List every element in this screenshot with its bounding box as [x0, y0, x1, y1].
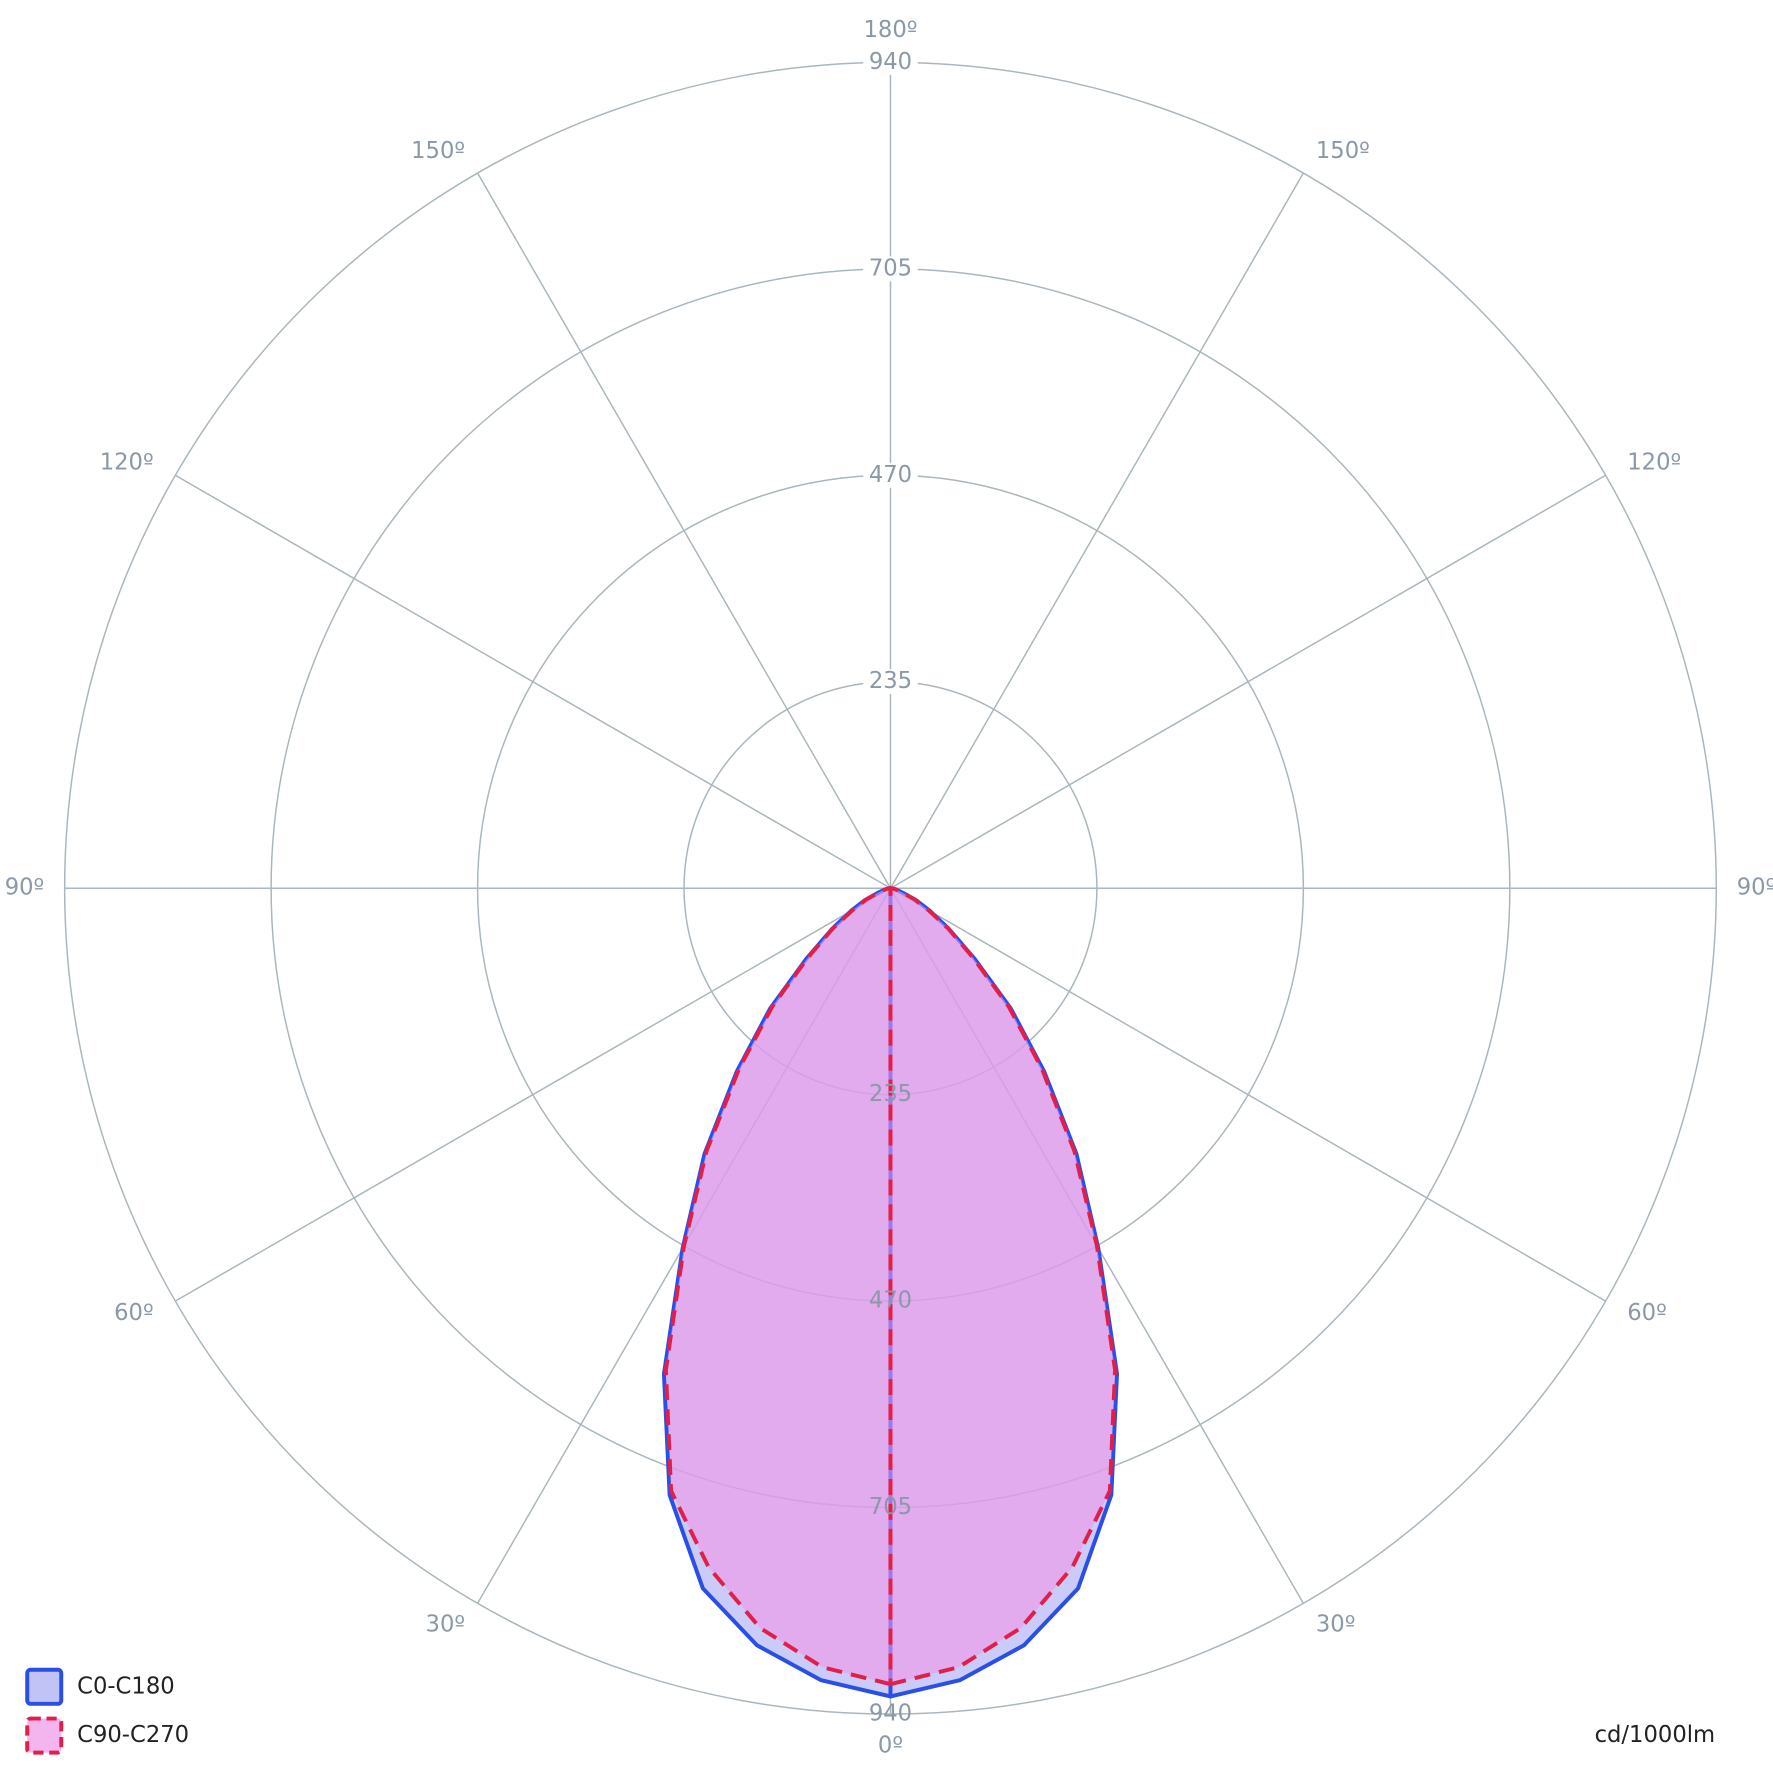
radial-tick-label: 705 — [869, 1494, 912, 1520]
angle-label: 60º — [1627, 1300, 1667, 1326]
spoke — [890, 887, 1607, 1302]
angle-label: 30º — [426, 1611, 466, 1637]
radial-tick-label: 705 — [869, 255, 912, 281]
spoke — [174, 887, 891, 1302]
spoke — [889, 172, 1305, 889]
tick-label-bg — [863, 49, 918, 75]
tick-label-bg — [863, 462, 918, 488]
series — [663, 886, 1118, 1687]
radial-tick-label: 470 — [869, 1288, 912, 1314]
radial-tick-label: 470 — [869, 462, 912, 488]
legend-swatch — [25, 1716, 64, 1755]
spoke — [476, 172, 892, 889]
angle-label: 30º — [1316, 1611, 1356, 1637]
angle-label: 60º — [114, 1300, 154, 1326]
spoke — [174, 474, 891, 889]
angle-label: 180º — [863, 17, 917, 43]
radial-tick-label: 940 — [869, 1701, 912, 1727]
angle-label: 0º — [878, 1732, 903, 1758]
angle-label: 90º — [1737, 875, 1773, 901]
legend-swatch — [25, 1667, 64, 1706]
angle-label: 90º — [5, 875, 45, 901]
radial-tick-label: 235 — [869, 1081, 912, 1107]
tick-label-bg — [863, 669, 918, 695]
radial-tick-label: 235 — [869, 668, 912, 694]
intensity-curve — [663, 886, 893, 1687]
radial-tick-label: 940 — [869, 49, 912, 75]
angle-label: 150º — [411, 138, 465, 164]
grid — [63, 61, 1718, 1715]
intensity-curve — [888, 886, 1118, 1687]
spoke — [890, 474, 1607, 889]
angle-label: 120º — [1627, 449, 1681, 475]
legend-label: C0-C180 — [77, 1673, 175, 1699]
angle-label: 150º — [1316, 138, 1370, 164]
angle-label: 120º — [100, 449, 154, 475]
tick-label-bg — [863, 256, 918, 282]
legend-label: C90-C270 — [77, 1722, 189, 1748]
unit-label: cd/1000lm — [1595, 1722, 1716, 1748]
